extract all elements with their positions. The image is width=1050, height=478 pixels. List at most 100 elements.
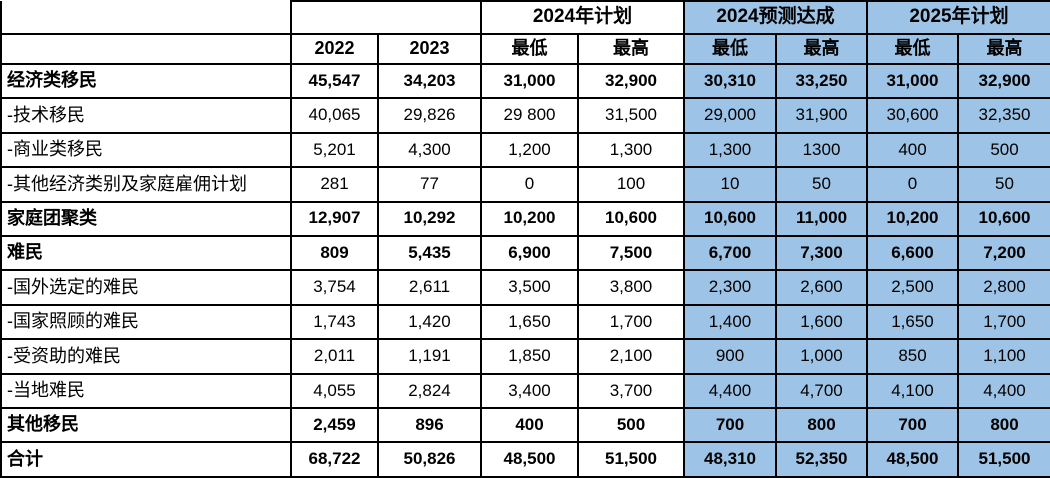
- value-cell: 10,200: [866, 200, 959, 238]
- value-cell: 1,300: [683, 131, 777, 169]
- value-cell: 51,500: [577, 441, 685, 478]
- value-cell: 0: [480, 166, 579, 203]
- value-cell: 700: [866, 407, 959, 444]
- value-cell: 50: [775, 166, 868, 203]
- value-cell: 896: [377, 407, 482, 444]
- group-header-row: 2024年计划 2024预测达成 2025年计划: [0, 0, 1050, 35]
- value-cell: 1,700: [957, 303, 1050, 341]
- row-label: -当地难民: [0, 372, 292, 410]
- value-cell: 68,722: [290, 441, 379, 478]
- value-cell: 2,824: [377, 372, 482, 410]
- value-cell: 31,000: [866, 62, 959, 100]
- row-label: 经济类移民: [0, 62, 292, 100]
- value-cell: 1,850: [480, 338, 579, 375]
- value-cell: 6,600: [866, 235, 959, 272]
- value-cell: 700: [683, 407, 777, 444]
- col-header-forecast2024-min: 最低: [683, 33, 777, 65]
- value-cell: 10,292: [377, 200, 482, 238]
- value-cell: 800: [775, 407, 868, 444]
- table-row: 合计 68,722 50,826 48,500 51,500 48,310 52,350 48…: [0, 441, 1050, 478]
- col-header-plan2024-max: 最高: [577, 33, 685, 65]
- row-label: 家庭团聚类: [0, 200, 292, 238]
- col-header-plan2025-min: 最低: [866, 33, 959, 65]
- row-label: -国外选定的难民: [0, 269, 292, 306]
- value-cell: 2,611: [377, 269, 482, 306]
- value-cell: 10,600: [957, 200, 1050, 238]
- value-cell: 32,900: [577, 62, 685, 100]
- value-cell: 1,600: [775, 303, 868, 341]
- table-row: 其他移民 2,459 896 400 500 700 800 700 800: [0, 407, 1050, 444]
- table-row: -当地难民 4,055 2,824 3,400 3,700 4,400 4,700 4,100…: [0, 372, 1050, 410]
- value-cell: 52,350: [775, 441, 868, 478]
- row-label-header-cell: [0, 33, 292, 65]
- value-cell: 1,743: [290, 303, 379, 341]
- value-cell: 1,400: [683, 303, 777, 341]
- row-label: -受资助的难民: [0, 338, 292, 375]
- value-cell: 2,459: [290, 407, 379, 444]
- table-row: -其他经济类别及家庭雇佣计划 281 77 0 100 10 50 0 50: [0, 166, 1050, 203]
- value-cell: 32,350: [957, 97, 1050, 134]
- forecast-2024-group-header: 2024预测达成: [683, 0, 868, 35]
- value-cell: 1,300: [577, 131, 685, 169]
- row-label: 难民: [0, 235, 292, 272]
- table-header: 2024年计划 2024预测达成 2025年计划 2022 2023 最低 最高…: [0, 0, 1050, 65]
- plan-2025-group-header: 2025年计划: [866, 0, 1050, 35]
- value-cell: 5,201: [290, 131, 379, 169]
- value-cell: 100: [577, 166, 685, 203]
- col-header-forecast2024-max: 最高: [775, 33, 868, 65]
- value-cell: 7,200: [957, 235, 1050, 272]
- row-label: -商业类移民: [0, 131, 292, 169]
- value-cell: 1,000: [775, 338, 868, 375]
- table-row: -受资助的难民 2,011 1,191 1,850 2,100 900 1,000 850 1,…: [0, 338, 1050, 375]
- value-cell: 4,055: [290, 372, 379, 410]
- value-cell: 4,100: [866, 372, 959, 410]
- value-cell: 1,420: [377, 303, 482, 341]
- table-row: 经济类移民 45,547 34,203 31,000 32,900 30,310 33,25…: [0, 62, 1050, 100]
- value-cell: 31,000: [480, 62, 579, 100]
- plan-2024-group-header: 2024年计划: [480, 0, 685, 35]
- value-cell: 48,500: [866, 441, 959, 478]
- value-cell: 1,191: [377, 338, 482, 375]
- sub-header-row: 2022 2023 最低 最高 最低 最高 最低 最高: [0, 33, 1050, 65]
- value-cell: 11,000: [775, 200, 868, 238]
- value-cell: 2,600: [775, 269, 868, 306]
- value-cell: 809: [290, 235, 379, 272]
- table-row: -商业类移民 5,201 4,300 1,200 1,300 1,300 1300 400 50…: [0, 131, 1050, 169]
- value-cell: 1,100: [957, 338, 1050, 375]
- row-label: 合计: [0, 441, 292, 478]
- value-cell: 4,400: [957, 372, 1050, 410]
- value-cell: 3,500: [480, 269, 579, 306]
- value-cell: 3,754: [290, 269, 379, 306]
- value-cell: 10,200: [480, 200, 579, 238]
- value-cell: 7,300: [775, 235, 868, 272]
- value-cell: 2,300: [683, 269, 777, 306]
- value-cell: 281: [290, 166, 379, 203]
- value-cell: 3,800: [577, 269, 685, 306]
- value-cell: 40,065: [290, 97, 379, 134]
- value-cell: 2,800: [957, 269, 1050, 306]
- value-cell: 6,900: [480, 235, 579, 272]
- table-row: -国外选定的难民 3,754 2,611 3,500 3,800 2,300 2,600 2,…: [0, 269, 1050, 306]
- value-cell: 30,310: [683, 62, 777, 100]
- value-cell: 4,300: [377, 131, 482, 169]
- value-cell: 32,900: [957, 62, 1050, 100]
- value-cell: 34,203: [377, 62, 482, 100]
- value-cell: 850: [866, 338, 959, 375]
- value-cell: 2,011: [290, 338, 379, 375]
- value-cell: 77: [377, 166, 482, 203]
- row-label: 其他移民: [0, 407, 292, 444]
- value-cell: 29,826: [377, 97, 482, 134]
- col-header-plan2025-max: 最高: [957, 33, 1050, 65]
- value-cell: 4,400: [683, 372, 777, 410]
- table-row: -国家照顾的难民 1,743 1,420 1,650 1,700 1,400 1,600 1,…: [0, 303, 1050, 341]
- value-cell: 31,900: [775, 97, 868, 134]
- value-cell: 400: [866, 131, 959, 169]
- col-header-plan2024-min: 最低: [480, 33, 579, 65]
- value-cell: 29,000: [683, 97, 777, 134]
- corner-cell: [0, 1, 292, 35]
- value-cell: 48,310: [683, 441, 777, 478]
- row-label: -技术移民: [0, 97, 292, 134]
- table-row: 家庭团聚类 12,907 10,292 10,200 10,600 10,600 11,00…: [0, 200, 1050, 238]
- value-cell: 10,600: [577, 200, 685, 238]
